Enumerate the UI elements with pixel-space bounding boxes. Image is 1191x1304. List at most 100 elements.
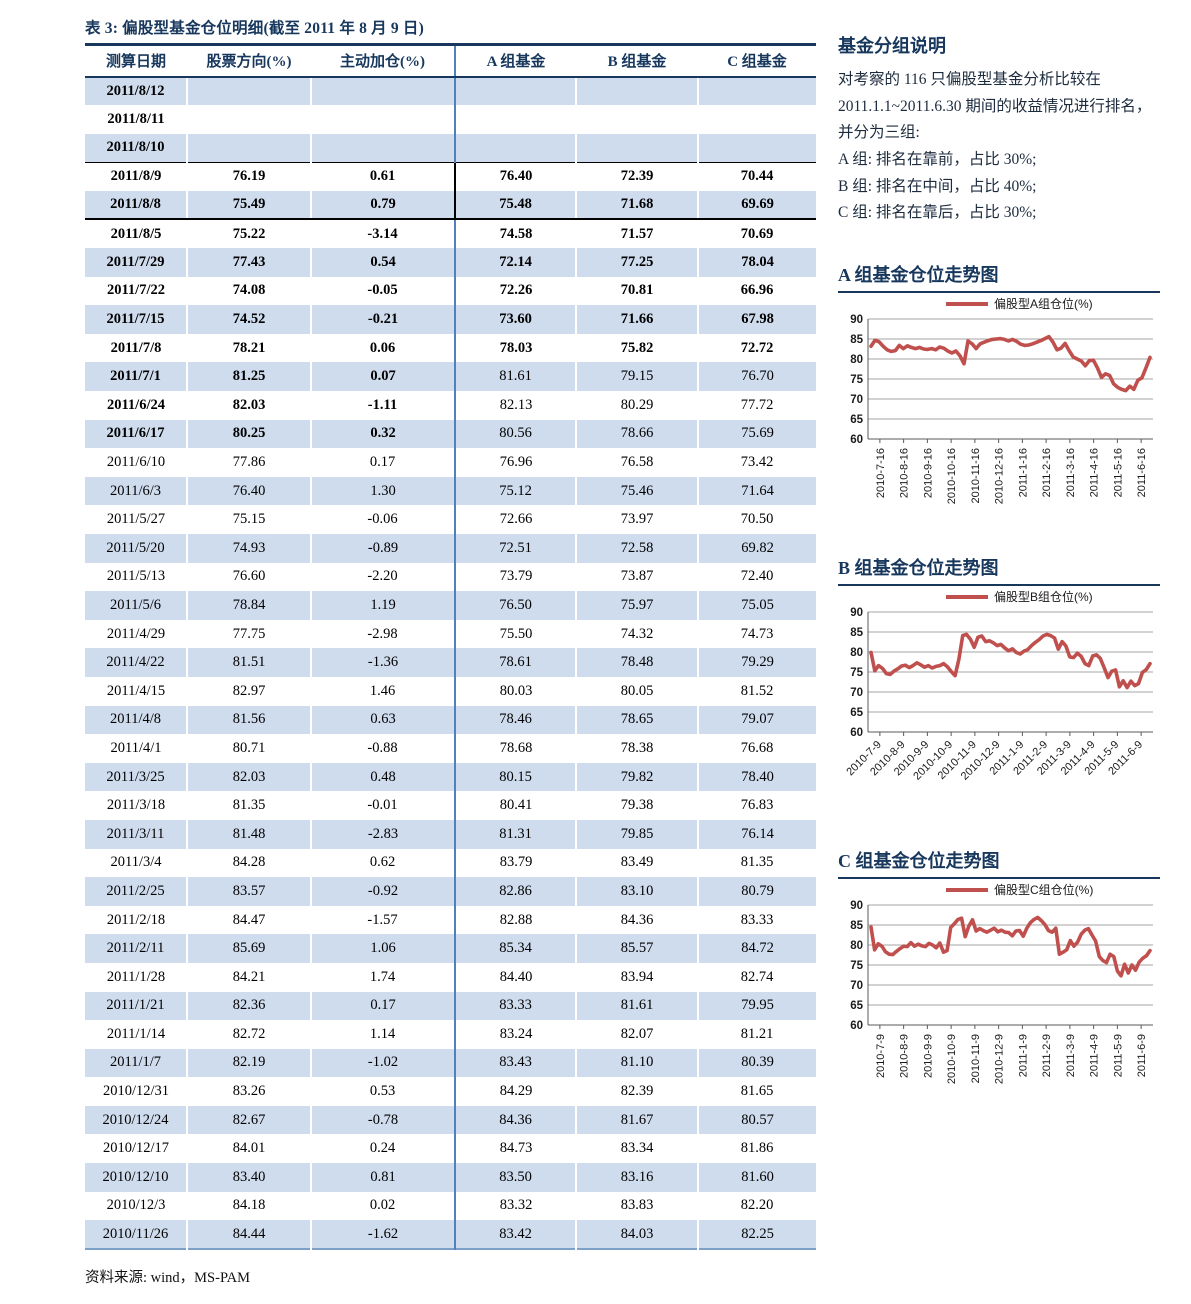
value-cell: 76.83	[740, 797, 774, 814]
value-cell: 78.66	[576, 419, 699, 449]
value-cell: 84.44	[187, 1220, 312, 1249]
value-cell: 81.48	[187, 819, 312, 849]
table-header: 测算日期 股票方向(%) 主动加仓(%) A 组基金 B 组基金 C 组基金	[85, 44, 816, 78]
y-axis-label: 90	[850, 607, 863, 619]
date-cell: 2011/2/25	[85, 877, 188, 906]
x-axis-label: 2011-1-9	[1017, 1034, 1029, 1077]
value-cell: 71.64	[698, 476, 816, 506]
value-cell: -0.01	[311, 791, 456, 820]
y-axis-label: 75	[850, 667, 863, 679]
chart-title-a: A 组基金仓位走势图	[838, 261, 1160, 293]
value-cell: 70.81	[620, 282, 654, 299]
value-cell: 66.96	[740, 282, 774, 299]
value-cell	[311, 133, 456, 163]
value-cell: 84.72	[698, 934, 816, 963]
value-cell: 0.17	[311, 448, 456, 477]
value-cell	[576, 76, 699, 106]
table-row: 2011/3/18 81.35 -0.01 80.41 79.38 76.83	[85, 791, 816, 820]
chart-svg: 偏股型A组仓位(%) 60 65 70 75 80 85 90 2010-7-16 2010-8-…	[850, 296, 1153, 504]
value-cell: 76.60	[232, 568, 266, 585]
value-cell: 75.12	[455, 476, 577, 506]
value-cell: 82.72	[232, 1025, 266, 1042]
value-cell: 84.73	[499, 1140, 533, 1157]
value-cell: 79.82	[576, 762, 699, 792]
value-cell: 84.03	[576, 1220, 699, 1249]
value-cell: 1.19	[311, 591, 456, 620]
value-cell: 1.06	[311, 934, 456, 963]
table-row: 2011/6/3 76.40 1.30 75.12 75.46 71.64	[85, 476, 816, 506]
value-cell	[311, 105, 456, 134]
table-row: 2010/12/31 83.26 0.53 84.29 82.39 81.65	[85, 1077, 816, 1106]
y-axis-label: 65	[850, 1000, 863, 1012]
table-row: 2011/5/20 74.93 -0.89 72.51 72.58 69.82	[85, 534, 816, 563]
table-row: 2010/12/24 82.67 -0.78 84.36 81.67 80.57	[85, 1105, 816, 1135]
value-cell: 0.07	[311, 362, 456, 392]
y-axis-label: 90	[850, 314, 863, 326]
y-axis-label: 70	[850, 980, 863, 992]
value-cell	[698, 133, 816, 163]
value-cell: -2.20	[311, 562, 456, 592]
y-axis-label: 85	[850, 627, 863, 639]
value-cell: 0.81	[311, 1163, 456, 1192]
value-cell: 74.73	[740, 625, 774, 642]
note-paragraph: 对考察的 116 只偏股型基金分析比较在 2011.1.1~2011.6.30 …	[838, 71, 1152, 142]
chart-b: 偏股型B组仓位(%) 60 65 70 75 80 85 90 2010-7-9 2010-8-9…	[838, 588, 1160, 820]
table-row: 2011/1/28 84.21 1.74 84.40 83.94 82.74	[85, 962, 816, 992]
value-cell: -1.36	[311, 648, 456, 677]
value-cell: 0.17	[311, 991, 456, 1021]
date-cell: 2011/5/20	[85, 534, 188, 563]
value-cell: 80.57	[698, 1105, 816, 1135]
table-row: 2011/4/22 81.51 -1.36 78.61 78.48 79.29	[85, 648, 816, 677]
x-axis-label: 2010-7-9	[875, 1034, 887, 1078]
value-cell: -0.92	[311, 877, 456, 906]
value-cell: 76.96	[499, 454, 533, 471]
table-row: 2011/2/11 85.69 1.06 85.34 85.57 84.72	[85, 934, 816, 963]
value-cell: 83.26	[232, 1083, 266, 1100]
table-row: 2011/4/8 81.56 0.63 78.46 78.65 79.07	[85, 705, 816, 735]
table-row: 2011/7/22 74.08 -0.05 72.26 70.81 66.96	[85, 276, 816, 306]
value-cell: 72.72	[740, 339, 774, 356]
x-axis-label: 2010-7-16	[875, 448, 887, 498]
value-cell: 83.57	[187, 877, 312, 906]
table-body: 2011/8/12 2011/8/11 2011/8/10 2011/8/9 76.19…	[85, 76, 816, 1249]
value-cell: 78.40	[698, 762, 816, 792]
table-row: 2010/12/3 84.18 0.02 83.32 83.83 82.20	[85, 1191, 816, 1221]
value-cell: 73.79	[499, 568, 533, 585]
value-cell: 1.74	[311, 962, 456, 992]
table-row: 2011/7/8 78.21 0.06 78.03 75.82 72.72	[85, 333, 816, 363]
value-cell: -1.57	[311, 905, 456, 935]
value-cell: 78.21	[232, 339, 266, 356]
value-cell: -3.14	[311, 219, 456, 249]
y-axis-label: 90	[850, 900, 863, 912]
table-row: 2011/8/9 76.19 0.61 76.40 72.39 70.44	[85, 161, 816, 191]
chart-section-a: A 组基金仓位走势图 偏股型A组仓位(%) 60 65 70 75 80 85 90 2010-…	[838, 261, 1160, 527]
table-row: 2011/1/14 82.72 1.14 83.24 82.07 81.21	[85, 1020, 816, 1049]
table-row: 2011/8/10	[85, 133, 816, 163]
value-cell: 82.36	[187, 991, 312, 1021]
value-cell: 83.50	[455, 1163, 577, 1192]
value-cell: 83.10	[576, 877, 699, 906]
y-axis-label: 60	[850, 434, 863, 446]
date-cell: 2011/8/10	[85, 133, 188, 163]
value-cell: -0.21	[311, 305, 456, 334]
y-axis-label: 65	[850, 707, 863, 719]
y-axis-label: 70	[850, 394, 863, 406]
value-cell: 81.35	[232, 797, 266, 814]
x-axis-label: 2010-9-16	[922, 448, 934, 498]
value-cell: 80.03	[499, 682, 533, 699]
date-cell: 2011/6/10	[106, 454, 166, 471]
value-cell: 0.79	[311, 190, 456, 221]
table-row: 2011/8/11	[85, 105, 816, 134]
value-cell	[311, 76, 456, 106]
value-cell: 76.70	[698, 362, 816, 392]
value-cell: 81.60	[698, 1163, 816, 1192]
table-title: 表 3: 偏股型基金仓位明细(截至 2011 年 8 月 9 日)	[85, 20, 424, 37]
table-row: 2011/6/24 82.03 -1.11 82.13 80.29 77.72	[85, 391, 816, 420]
date-cell: 2011/6/24	[106, 396, 165, 413]
value-cell: 82.03	[187, 762, 312, 792]
value-cell: 0.53	[311, 1077, 456, 1106]
value-cell: 1.30	[311, 476, 456, 506]
value-cell: 79.29	[698, 648, 816, 677]
table-row: 2011/6/10 77.86 0.17 76.96 76.58 73.42	[85, 448, 816, 477]
